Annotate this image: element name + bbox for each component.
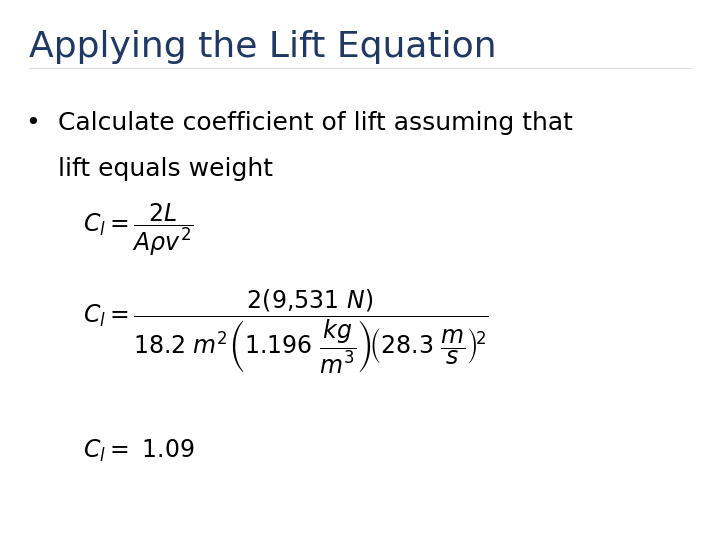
- Text: $C_l = \ 1.09$: $C_l = \ 1.09$: [83, 438, 194, 464]
- Text: Calculate coefficient of lift assuming that: Calculate coefficient of lift assuming t…: [58, 111, 572, 134]
- Text: $C_l = \dfrac{2L}{A\rho v^2}$: $C_l = \dfrac{2L}{A\rho v^2}$: [83, 201, 193, 258]
- Text: $C_l = \dfrac{2(9{,}531\ \mathit{N})}{18.2\ \mathit{m}^2\left(1.196\ \dfrac{\mat: $C_l = \dfrac{2(9{,}531\ \mathit{N})}{18…: [83, 288, 489, 376]
- Text: •: •: [25, 111, 40, 134]
- Text: Applying the Lift Equation: Applying the Lift Equation: [29, 30, 496, 64]
- Text: lift equals weight: lift equals weight: [58, 157, 273, 180]
